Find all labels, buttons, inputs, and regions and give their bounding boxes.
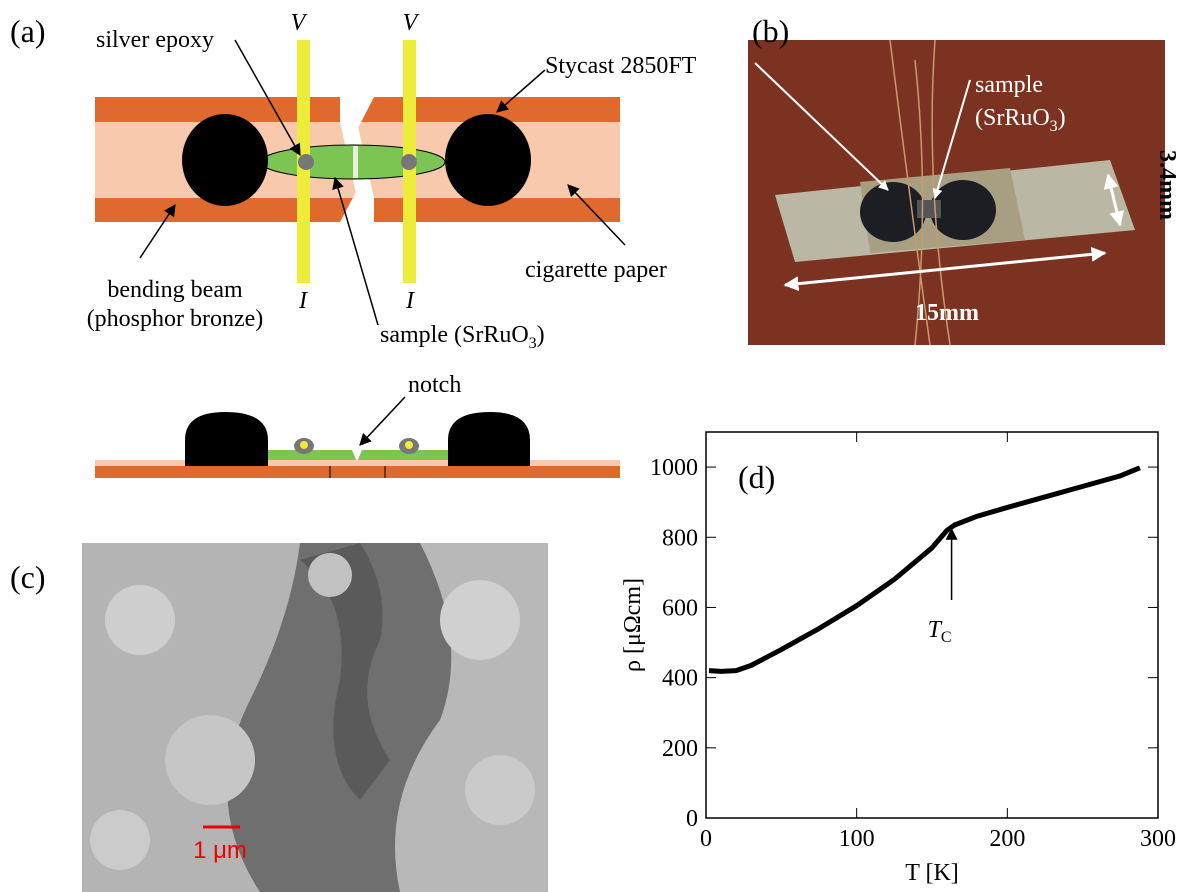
annotation: cigarette paper [525, 257, 667, 283]
scale-bar-label: 1 μm [193, 837, 247, 864]
panel-label: (c) [10, 559, 46, 595]
annotation: bending beam [107, 277, 243, 303]
y-tick-label: 800 [662, 525, 698, 551]
subscript: 3 [1050, 118, 1058, 135]
panel-label: (a) [10, 13, 46, 49]
dimension-label: 15mm [915, 300, 979, 326]
current-label: I [405, 288, 415, 314]
x-tick-label: 300 [1140, 826, 1176, 852]
annotation: TC [928, 617, 952, 646]
figure-svg: (a) V V I I silver epoxy Stycast 2850FT … [0, 0, 1192, 892]
annotation: sample (SrRuO3) [380, 322, 545, 352]
subscript: 3 [529, 335, 537, 352]
current-label: I [298, 288, 308, 314]
chart: 0 100 200 300 0 200 400 600 800 1000 T [K] ρ [μΩcm]… [620, 432, 1176, 886]
beam-side-view [95, 397, 620, 478]
annotation: (phosphor bronze) [87, 306, 264, 332]
annotation-text: sample (SrRuO [380, 322, 529, 348]
annotation-text: ) [1058, 105, 1066, 131]
panel-label: (b) [752, 13, 789, 49]
y-tick-label: 200 [662, 736, 698, 762]
sem-image [82, 543, 548, 892]
x-tick-label: 200 [989, 826, 1025, 852]
annotation-text: ) [537, 322, 545, 348]
voltage-label: V [403, 10, 420, 36]
dimension-label: 3.4mm [1154, 150, 1180, 220]
annotation: silver epoxy [96, 27, 214, 53]
annotation: notch [408, 372, 461, 398]
y-tick-label: 400 [662, 666, 698, 692]
subscript: C [941, 629, 952, 646]
panel-label: (d) [738, 459, 775, 495]
x-tick-label: 0 [700, 826, 712, 852]
annotation: Stycast 2850FT [545, 53, 697, 79]
y-tick-label: 600 [662, 595, 698, 621]
x-axis-label: T [K] [905, 860, 959, 886]
data-line [709, 468, 1140, 672]
annotation-text: (SrRuO [975, 105, 1050, 131]
voltage-label: V [291, 10, 308, 36]
figure: (a) V V I I silver epoxy Stycast 2850FT … [0, 0, 1192, 892]
y-tick-label: 1000 [650, 455, 698, 481]
y-tick-label: 0 [686, 806, 698, 832]
y-axis-label: ρ [μΩcm] [620, 578, 646, 672]
annotation: sample [975, 72, 1043, 98]
x-tick-label: 100 [839, 826, 875, 852]
